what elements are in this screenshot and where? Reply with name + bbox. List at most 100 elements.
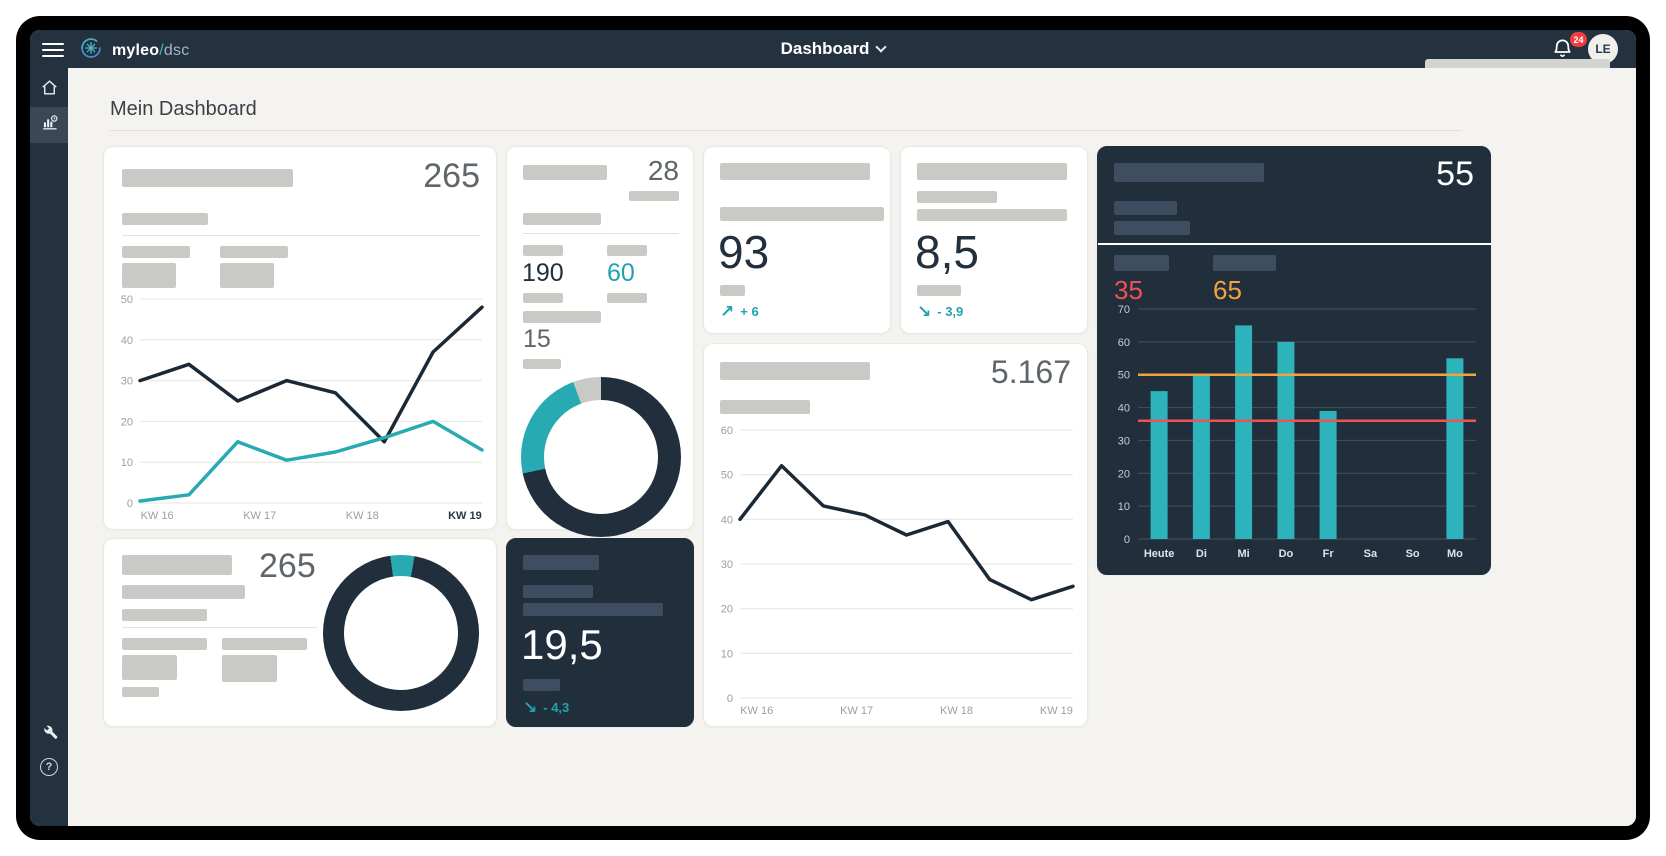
sidebar-item-settings[interactable] xyxy=(30,716,68,750)
chart-clock-icon xyxy=(40,113,59,137)
logo-refresh-star-icon xyxy=(78,35,104,66)
donut-chart xyxy=(521,377,681,537)
placeholder-bar xyxy=(523,311,601,323)
svg-text:40: 40 xyxy=(721,514,733,526)
placeholder-bar xyxy=(122,687,159,697)
trend-down-icon: ↘ xyxy=(917,302,932,321)
window-frame: myleo/dsc Dashboard 24 LE xyxy=(16,16,1650,840)
card-trend-line[interactable]: 5.167 0 10 20 30 40 50 60 KW 16 KW 17 KW 18 KW 19 xyxy=(703,343,1088,727)
donut-chart-small xyxy=(323,555,479,711)
card-kpi-8-5[interactable]: 8,5 ↘ - 3,9 xyxy=(900,146,1088,334)
card-divider xyxy=(1098,243,1492,245)
chevron-down-icon xyxy=(875,41,888,53)
placeholder-bar xyxy=(523,359,561,369)
kpi-value: 28 xyxy=(647,155,679,186)
wrench-icon xyxy=(40,722,58,745)
stat-value-dark: 190 xyxy=(522,259,564,287)
svg-text:Mo: Mo xyxy=(1447,548,1463,560)
svg-text:40: 40 xyxy=(121,335,133,347)
svg-text:20: 20 xyxy=(121,416,133,428)
svg-text:Sa: Sa xyxy=(1364,548,1378,560)
notifications-button[interactable]: 24 xyxy=(1551,32,1587,64)
placeholder-block xyxy=(220,263,274,288)
panel-peek xyxy=(1425,59,1610,68)
placeholder-bar xyxy=(720,285,745,296)
placeholder-bar xyxy=(122,169,293,187)
svg-text:So: So xyxy=(1406,548,1420,560)
card-kpi-dark-19-5[interactable]: 19,5 ↘ - 4,3 xyxy=(506,538,694,727)
kpi-value: 93 xyxy=(718,226,770,278)
placeholder-bar xyxy=(523,293,563,303)
placeholder-bar xyxy=(523,213,601,225)
placeholder-bar xyxy=(720,163,870,180)
kpi-value: 5.167 xyxy=(990,354,1071,390)
placeholder-bar xyxy=(122,213,208,225)
delta-value: - 3,9 xyxy=(937,304,964,319)
placeholder-bar xyxy=(122,638,207,650)
card-total-donut[interactable]: 265 xyxy=(103,538,497,727)
trend-delta: ↗ + 6 xyxy=(720,303,759,320)
placeholder-bar xyxy=(1114,221,1190,235)
placeholder-bar xyxy=(222,638,307,650)
placeholder-bar xyxy=(1114,255,1169,271)
card-kpi-93[interactable]: 93 ↗ + 6 xyxy=(703,146,891,334)
card-divider xyxy=(122,235,480,236)
svg-text:Fr: Fr xyxy=(1323,548,1335,560)
placeholder-bar xyxy=(523,245,563,256)
card-distribution-donut[interactable]: 28 190 60 15 xyxy=(506,146,694,537)
placeholder-bar xyxy=(122,246,190,258)
top-bar: myleo/dsc Dashboard 24 LE xyxy=(30,30,1636,68)
sidebar-item-home[interactable] xyxy=(30,73,68,107)
card-daily-bars-dark[interactable]: 55 35 65 0 10 20 30 40 50 60 70 Heute Di Mi Do Fr Sa S… xyxy=(1097,146,1492,575)
trend-delta: ↘ - 4,3 xyxy=(523,699,569,716)
dashboard-title-dropdown[interactable]: Dashboard xyxy=(30,30,1636,68)
logo-text: myleo/dsc xyxy=(112,41,190,59)
svg-text:20: 20 xyxy=(721,604,733,616)
help-icon: ? xyxy=(40,758,58,776)
placeholder-block xyxy=(122,655,177,680)
svg-text:60: 60 xyxy=(1118,337,1130,349)
stat-red: 35 xyxy=(1114,275,1143,305)
sidebar-item-dashboard[interactable] xyxy=(30,107,68,143)
placeholder-bar xyxy=(720,362,870,380)
delta-value: + 6 xyxy=(740,304,759,319)
card-weekly-lines[interactable]: 265 0 10 20 30 40 50 KW 16 KW 17 KW 18 KW 19 xyxy=(103,146,497,530)
trend-delta: ↘ - 3,9 xyxy=(917,303,963,320)
svg-text:40: 40 xyxy=(1118,403,1130,415)
stat-value-teal: 60 xyxy=(607,259,635,287)
placeholder-bar xyxy=(607,293,647,303)
svg-text:Heute: Heute xyxy=(1144,548,1175,560)
placeholder-bar xyxy=(1114,163,1264,182)
sidebar-item-help[interactable]: ? xyxy=(30,750,68,784)
placeholder-bar xyxy=(523,555,599,570)
svg-text:KW 18: KW 18 xyxy=(346,510,379,522)
dashboard-content: Mein Dashboard 265 0 10 20 30 40 50 KW 16 KW 17… xyxy=(68,68,1636,826)
svg-text:KW 16: KW 16 xyxy=(740,705,773,717)
app-window: myleo/dsc Dashboard 24 LE xyxy=(30,30,1636,826)
placeholder-bar xyxy=(917,285,961,296)
placeholder-bar xyxy=(523,679,560,691)
placeholder-bar xyxy=(720,207,884,221)
kpi-value: 8,5 xyxy=(915,226,979,278)
svg-text:0: 0 xyxy=(127,498,133,510)
card-divider xyxy=(523,233,679,234)
svg-text:30: 30 xyxy=(721,559,733,571)
trend-down-icon: ↘ xyxy=(523,698,538,717)
svg-text:20: 20 xyxy=(1118,468,1130,480)
svg-text:KW 16: KW 16 xyxy=(141,510,174,522)
svg-text:Do: Do xyxy=(1279,548,1294,560)
svg-text:KW 19: KW 19 xyxy=(1040,705,1073,717)
kpi-value: 265 xyxy=(259,547,316,585)
svg-text:KW 17: KW 17 xyxy=(840,705,873,717)
svg-text:50: 50 xyxy=(1118,370,1130,382)
placeholder-block xyxy=(222,655,277,682)
placeholder-block xyxy=(122,263,176,288)
placeholder-bar xyxy=(917,209,1067,221)
daily-bar-chart: 0 10 20 30 40 50 60 70 Heute Di Mi Do Fr Sa So Mo xyxy=(1102,301,1486,565)
hamburger-menu-icon[interactable] xyxy=(42,39,64,59)
placeholder-bar xyxy=(917,163,1067,180)
placeholder-bar xyxy=(917,191,997,203)
kpi-value: 265 xyxy=(423,157,480,195)
delta-value: - 4,3 xyxy=(543,700,570,715)
app-logo[interactable]: myleo/dsc xyxy=(78,35,189,66)
